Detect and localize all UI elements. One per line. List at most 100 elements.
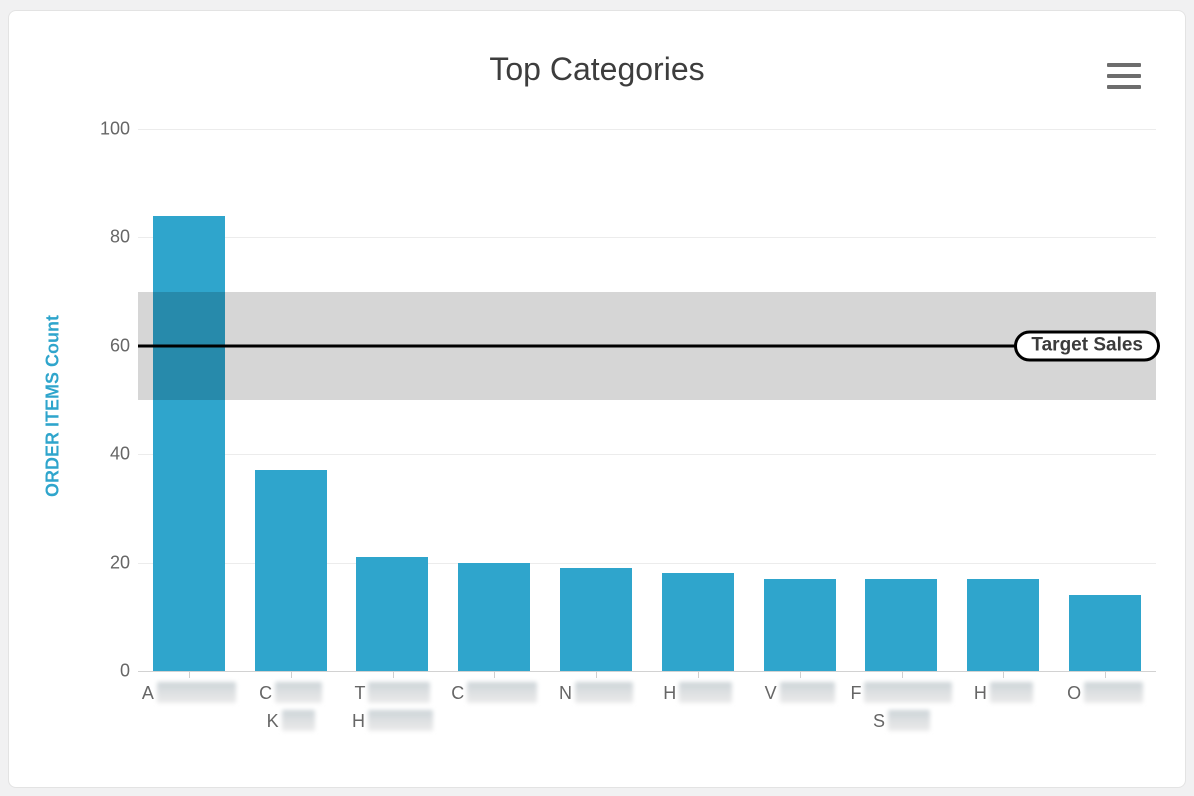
bar[interactable] bbox=[458, 562, 531, 671]
bar[interactable] bbox=[865, 578, 938, 671]
bar[interactable] bbox=[967, 578, 1040, 671]
x-axis-label-line: H bbox=[952, 679, 1054, 707]
gridline bbox=[138, 237, 1156, 239]
x-axis-label: A bbox=[138, 679, 240, 735]
x-axis-label-visible-letter: F bbox=[850, 683, 862, 703]
redacted-text-blur bbox=[367, 709, 433, 731]
x-axis-label-visible-letter: C bbox=[259, 683, 273, 703]
redacted-text-blur bbox=[1084, 681, 1144, 703]
x-axis-label-visible-letter: S bbox=[872, 711, 885, 731]
hamburger-icon bbox=[1107, 74, 1141, 78]
y-axis-tick-label: 20 bbox=[109, 552, 130, 573]
x-axis-label: C bbox=[443, 679, 545, 735]
x-axis-label: H bbox=[647, 679, 749, 735]
x-axis-tick bbox=[799, 671, 801, 678]
x-axis-label-line: T bbox=[342, 679, 444, 707]
bar-slot bbox=[443, 129, 545, 671]
x-axis-tick bbox=[290, 671, 292, 678]
bar-slot bbox=[342, 129, 444, 671]
bar[interactable] bbox=[661, 573, 734, 671]
redacted-text-blur bbox=[575, 681, 634, 703]
bar-slot bbox=[749, 129, 851, 671]
chart-context-menu-button[interactable] bbox=[1107, 63, 1141, 91]
x-axis-tick bbox=[596, 671, 598, 678]
chart-title: Top Categories bbox=[489, 51, 705, 87]
x-axis-label-line: O bbox=[1054, 679, 1156, 707]
y-axis-tick-label: 60 bbox=[109, 335, 130, 356]
x-axis-tick bbox=[697, 671, 699, 678]
bar[interactable] bbox=[152, 215, 225, 671]
redacted-text-blur bbox=[156, 681, 236, 703]
x-axis-label: H bbox=[952, 679, 1054, 735]
y-axis-tick-label: 80 bbox=[109, 226, 130, 247]
x-axis-label-line: S bbox=[850, 707, 952, 735]
bar-slot bbox=[952, 129, 1054, 671]
x-axis-label-visible-letter: O bbox=[1067, 683, 1082, 703]
redacted-text-blur bbox=[864, 681, 953, 703]
redacted-text-blur bbox=[887, 709, 930, 731]
x-axis-label-line: F bbox=[850, 679, 953, 707]
x-axis-label-line: K bbox=[240, 707, 342, 735]
x-axis-label-line: C bbox=[240, 679, 342, 707]
bar-slot bbox=[647, 129, 749, 671]
bar[interactable] bbox=[560, 568, 633, 671]
x-axis-label-visible-letter: K bbox=[266, 711, 279, 731]
y-axis-tick-label: 40 bbox=[109, 443, 130, 464]
bar-slot bbox=[240, 129, 342, 671]
bar-slot bbox=[138, 129, 240, 671]
x-axis-label: O bbox=[1054, 679, 1156, 735]
bar-slot bbox=[545, 129, 647, 671]
bars bbox=[138, 129, 1156, 671]
x-axis-label-line: A bbox=[138, 679, 240, 707]
redacted-text-blur bbox=[779, 681, 835, 703]
y-axis-labels: 0 20 40 60 80 100 bbox=[9, 119, 130, 681]
x-axis-label-line: H bbox=[342, 707, 444, 735]
x-axis-label-visible-letter: C bbox=[451, 683, 465, 703]
x-axis-label-visible-letter: H bbox=[973, 683, 987, 703]
x-axis-label-line: V bbox=[749, 679, 851, 707]
bar-slot bbox=[851, 129, 953, 671]
x-axis-tick bbox=[1105, 671, 1107, 678]
target-line bbox=[138, 344, 1156, 348]
bar[interactable] bbox=[356, 557, 429, 671]
x-axis-tick bbox=[188, 671, 190, 678]
x-axis-label: V bbox=[749, 679, 851, 735]
gridline bbox=[138, 129, 1156, 130]
x-axis-label-visible-letter: H bbox=[351, 711, 365, 731]
x-axis-ticks bbox=[138, 671, 1156, 678]
x-axis-label-visible-letter: H bbox=[663, 683, 677, 703]
x-axis-label-line: H bbox=[647, 679, 749, 707]
bar[interactable] bbox=[763, 578, 836, 671]
hamburger-icon bbox=[1107, 85, 1141, 89]
gridline bbox=[138, 562, 1156, 564]
x-axis-tick bbox=[901, 671, 903, 678]
x-axis-label-visible-letter: V bbox=[764, 683, 777, 703]
redacted-text-blur bbox=[679, 681, 733, 703]
chart-card: Top Categories ORDER ITEMS Count 0 20 40 60… bbox=[8, 10, 1186, 788]
y-axis-tick-label: 100 bbox=[99, 118, 130, 139]
x-axis-label-line: N bbox=[545, 679, 647, 707]
gridline bbox=[138, 454, 1156, 456]
hamburger-icon bbox=[1107, 63, 1141, 67]
redacted-text-blur bbox=[275, 681, 323, 703]
y-axis-tick-label: 0 bbox=[119, 660, 130, 681]
redacted-text-blur bbox=[989, 681, 1033, 703]
target-label: Target Sales bbox=[1014, 330, 1160, 362]
redacted-text-blur bbox=[467, 681, 538, 703]
x-axis-tick bbox=[1003, 671, 1005, 678]
bar-slot bbox=[1054, 129, 1156, 671]
redacted-text-blur bbox=[281, 709, 315, 731]
bar[interactable] bbox=[254, 470, 327, 671]
plot-area: Target Sales bbox=[138, 129, 1160, 678]
x-axis-label-visible-letter: N bbox=[559, 683, 573, 703]
x-axis-label-visible-letter: A bbox=[141, 683, 154, 703]
bar[interactable] bbox=[1069, 595, 1142, 671]
x-axis-label: N bbox=[545, 679, 647, 735]
x-axis-label-line: C bbox=[443, 679, 545, 707]
x-axis-label-visible-letter: T bbox=[354, 683, 366, 703]
